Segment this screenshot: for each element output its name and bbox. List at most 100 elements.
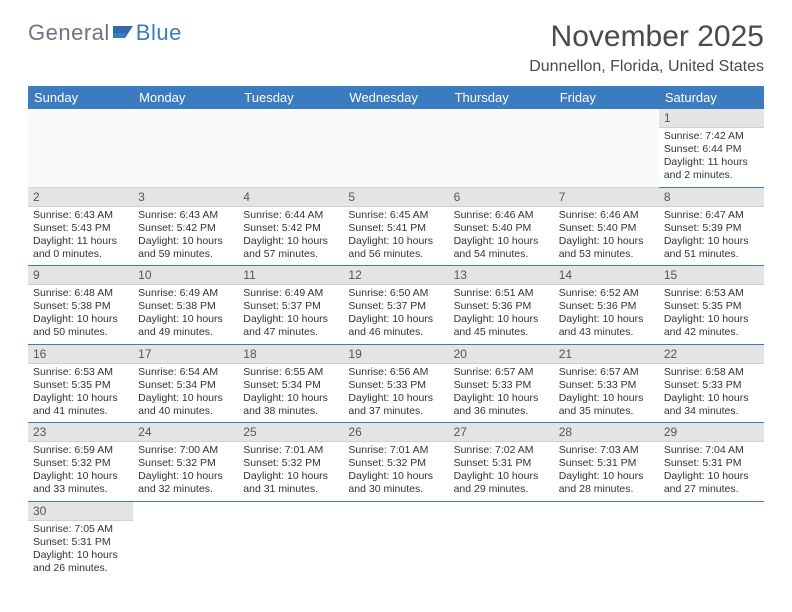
day-data: Sunrise: 6:50 AMSunset: 5:37 PMDaylight:… (343, 285, 448, 344)
calendar-cell (659, 501, 764, 579)
sunset-text: Sunset: 5:32 PM (348, 457, 443, 470)
sunset-text: Sunset: 5:32 PM (33, 457, 128, 470)
sunset-text: Sunset: 5:40 PM (454, 222, 549, 235)
calendar-cell: 8Sunrise: 6:47 AMSunset: 5:39 PMDaylight… (659, 187, 764, 266)
day-data: Sunrise: 7:05 AMSunset: 5:31 PMDaylight:… (28, 521, 133, 580)
day-header: Tuesday (238, 86, 343, 109)
calendar-week: 16Sunrise: 6:53 AMSunset: 5:35 PMDayligh… (28, 344, 764, 423)
day-number: 29 (659, 423, 764, 442)
calendar-cell (133, 109, 238, 187)
sunrise-text: Sunrise: 7:03 AM (559, 444, 654, 457)
day-header: Wednesday (343, 86, 448, 109)
daylight-text: Daylight: 10 hours and 38 minutes. (243, 392, 338, 418)
sunrise-text: Sunrise: 7:01 AM (243, 444, 338, 457)
calendar-cell: 24Sunrise: 7:00 AMSunset: 5:32 PMDayligh… (133, 423, 238, 502)
calendar-table: SundayMondayTuesdayWednesdayThursdayFrid… (28, 86, 764, 579)
day-data: Sunrise: 7:00 AMSunset: 5:32 PMDaylight:… (133, 442, 238, 501)
calendar-cell: 5Sunrise: 6:45 AMSunset: 5:41 PMDaylight… (343, 187, 448, 266)
day-number: 13 (449, 266, 554, 285)
day-number: 18 (238, 345, 343, 364)
sunset-text: Sunset: 5:39 PM (664, 222, 759, 235)
day-data: Sunrise: 6:46 AMSunset: 5:40 PMDaylight:… (449, 207, 554, 266)
day-data: Sunrise: 6:55 AMSunset: 5:34 PMDaylight:… (238, 364, 343, 423)
day-number: 11 (238, 266, 343, 285)
sunset-text: Sunset: 5:40 PM (559, 222, 654, 235)
sunrise-text: Sunrise: 6:57 AM (454, 366, 549, 379)
day-number: 22 (659, 345, 764, 364)
sunset-text: Sunset: 5:33 PM (559, 379, 654, 392)
sunset-text: Sunset: 5:32 PM (138, 457, 233, 470)
sunrise-text: Sunrise: 6:58 AM (664, 366, 759, 379)
day-number: 3 (133, 188, 238, 207)
calendar-cell (238, 109, 343, 187)
day-data: Sunrise: 6:47 AMSunset: 5:39 PMDaylight:… (659, 207, 764, 266)
header: General Blue November 2025 Dunnellon, Fl… (28, 20, 764, 76)
daylight-text: Daylight: 11 hours and 2 minutes. (664, 156, 759, 182)
sunset-text: Sunset: 5:31 PM (33, 536, 128, 549)
calendar-cell: 10Sunrise: 6:49 AMSunset: 5:38 PMDayligh… (133, 266, 238, 345)
sunrise-text: Sunrise: 6:49 AM (243, 287, 338, 300)
sunset-text: Sunset: 5:31 PM (454, 457, 549, 470)
day-number: 2 (28, 188, 133, 207)
day-header: Thursday (449, 86, 554, 109)
calendar-week: 9Sunrise: 6:48 AMSunset: 5:38 PMDaylight… (28, 266, 764, 345)
daylight-text: Daylight: 10 hours and 50 minutes. (33, 313, 128, 339)
day-header: Saturday (659, 86, 764, 109)
calendar-week: 23Sunrise: 6:59 AMSunset: 5:32 PMDayligh… (28, 423, 764, 502)
calendar-cell: 4Sunrise: 6:44 AMSunset: 5:42 PMDaylight… (238, 187, 343, 266)
sunrise-text: Sunrise: 6:54 AM (138, 366, 233, 379)
calendar-cell: 29Sunrise: 7:04 AMSunset: 5:31 PMDayligh… (659, 423, 764, 502)
sunrise-text: Sunrise: 6:56 AM (348, 366, 443, 379)
daylight-text: Daylight: 10 hours and 31 minutes. (243, 470, 338, 496)
sunrise-text: Sunrise: 6:57 AM (559, 366, 654, 379)
day-number: 30 (28, 502, 133, 521)
calendar-cell: 2Sunrise: 6:43 AMSunset: 5:43 PMDaylight… (28, 187, 133, 266)
sunrise-text: Sunrise: 7:42 AM (664, 130, 759, 143)
logo-text-blue: Blue (136, 20, 182, 46)
daylight-text: Daylight: 10 hours and 36 minutes. (454, 392, 549, 418)
day-number: 10 (133, 266, 238, 285)
calendar-cell: 9Sunrise: 6:48 AMSunset: 5:38 PMDaylight… (28, 266, 133, 345)
daylight-text: Daylight: 10 hours and 42 minutes. (664, 313, 759, 339)
day-number: 12 (343, 266, 448, 285)
calendar-cell: 18Sunrise: 6:55 AMSunset: 5:34 PMDayligh… (238, 344, 343, 423)
daylight-text: Daylight: 10 hours and 54 minutes. (454, 235, 549, 261)
day-number: 21 (554, 345, 659, 364)
day-number: 1 (659, 109, 764, 128)
sunrise-text: Sunrise: 6:52 AM (559, 287, 654, 300)
sunrise-text: Sunrise: 6:43 AM (138, 209, 233, 222)
sunset-text: Sunset: 5:35 PM (33, 379, 128, 392)
daylight-text: Daylight: 10 hours and 46 minutes. (348, 313, 443, 339)
day-data: Sunrise: 7:42 AMSunset: 6:44 PMDaylight:… (659, 128, 764, 187)
calendar-cell: 27Sunrise: 7:02 AMSunset: 5:31 PMDayligh… (449, 423, 554, 502)
sunset-text: Sunset: 5:34 PM (243, 379, 338, 392)
sunset-text: Sunset: 5:34 PM (138, 379, 233, 392)
calendar-cell: 22Sunrise: 6:58 AMSunset: 5:33 PMDayligh… (659, 344, 764, 423)
calendar-cell: 17Sunrise: 6:54 AMSunset: 5:34 PMDayligh… (133, 344, 238, 423)
day-number: 4 (238, 188, 343, 207)
day-data: Sunrise: 6:48 AMSunset: 5:38 PMDaylight:… (28, 285, 133, 344)
calendar-cell (238, 501, 343, 579)
day-data: Sunrise: 6:54 AMSunset: 5:34 PMDaylight:… (133, 364, 238, 423)
calendar-cell: 16Sunrise: 6:53 AMSunset: 5:35 PMDayligh… (28, 344, 133, 423)
day-data: Sunrise: 7:02 AMSunset: 5:31 PMDaylight:… (449, 442, 554, 501)
calendar-cell: 1Sunrise: 7:42 AMSunset: 6:44 PMDaylight… (659, 109, 764, 187)
calendar-cell (554, 501, 659, 579)
sunset-text: Sunset: 5:36 PM (559, 300, 654, 313)
sunset-text: Sunset: 5:33 PM (454, 379, 549, 392)
sunset-text: Sunset: 6:44 PM (664, 143, 759, 156)
sunset-text: Sunset: 5:42 PM (138, 222, 233, 235)
daylight-text: Daylight: 10 hours and 57 minutes. (243, 235, 338, 261)
daylight-text: Daylight: 10 hours and 32 minutes. (138, 470, 233, 496)
sunset-text: Sunset: 5:38 PM (33, 300, 128, 313)
title-block: November 2025 Dunnellon, Florida, United… (529, 20, 764, 76)
day-data: Sunrise: 6:59 AMSunset: 5:32 PMDaylight:… (28, 442, 133, 501)
calendar-cell (449, 109, 554, 187)
daylight-text: Daylight: 10 hours and 43 minutes. (559, 313, 654, 339)
sunrise-text: Sunrise: 6:59 AM (33, 444, 128, 457)
sunset-text: Sunset: 5:37 PM (243, 300, 338, 313)
sunset-text: Sunset: 5:35 PM (664, 300, 759, 313)
day-data: Sunrise: 6:43 AMSunset: 5:42 PMDaylight:… (133, 207, 238, 266)
daylight-text: Daylight: 10 hours and 56 minutes. (348, 235, 443, 261)
sunset-text: Sunset: 5:32 PM (243, 457, 338, 470)
